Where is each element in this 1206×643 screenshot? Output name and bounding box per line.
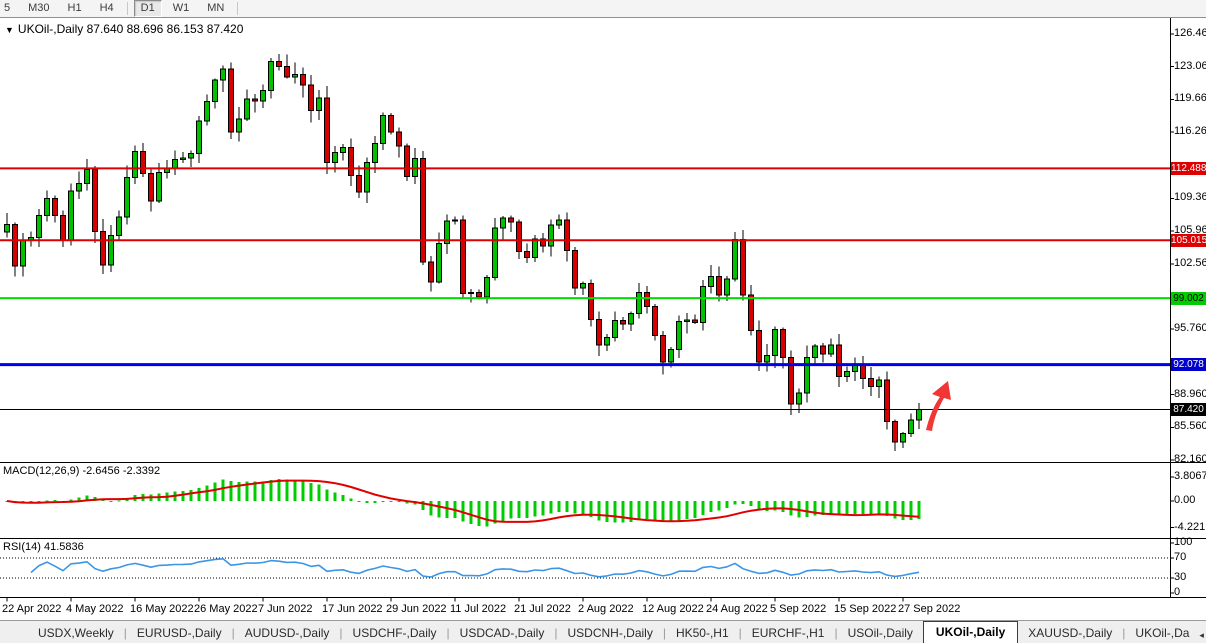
rsi-axis-tick: 70	[1174, 551, 1187, 563]
timeframe-toolbar: 5 M30 H1 H4 D1 W1 MN	[0, 0, 1206, 18]
tab-separator: |	[339, 626, 343, 640]
tab-usdx-weekly[interactable]: USDX,Weekly	[38, 626, 114, 640]
rsi-axis-tick: 0	[1174, 586, 1181, 598]
trend-arrow-annotation	[926, 381, 951, 431]
date-axis-tick: 29 Jun 2022	[386, 603, 447, 615]
date-axis-tick: 2 Aug 2022	[578, 603, 634, 615]
tab-separator: |	[554, 626, 558, 640]
price-axis-tick: 88.960	[1174, 387, 1206, 400]
date-axis-tick: 26 May 2022	[194, 603, 258, 615]
price-level-label: 112.488	[1171, 161, 1206, 175]
level-lines-group	[0, 167, 1170, 410]
tab-separator: |	[231, 626, 235, 640]
date-axis-tick: 21 Jul 2022	[514, 603, 571, 615]
date-axis-tick: 27 Sep 2022	[898, 603, 961, 615]
timeframe-button-h4[interactable]: H4	[99, 2, 114, 14]
tab-eurchf-h1[interactable]: EURCHF-,H1	[751, 626, 825, 640]
toolbar-separator	[126, 2, 128, 15]
rsi-indicator-label: RSI(14) 41.5836	[3, 541, 84, 553]
tab-scroll-left-icon[interactable]: ◂	[1199, 630, 1204, 640]
price-axis-tick: 95.760	[1174, 322, 1206, 335]
date-axis-tick: 16 May 2022	[130, 603, 194, 615]
symbol-tabbar: USDX,Weekly | EURUSD-,Daily | AUDUSD-,Daily |…	[0, 620, 1206, 643]
tab-separator: |	[446, 626, 450, 640]
candles-group	[4, 53, 922, 452]
tab-xauusd-daily[interactable]: XAUUSD-,Daily	[1028, 626, 1113, 640]
price-axis-tick: 119.660	[1174, 92, 1206, 105]
macd-axis-tick: 3.8067	[1174, 470, 1206, 483]
tab-hk50-h1[interactable]: HK50-,H1	[675, 626, 729, 640]
price-level-label: 87.420	[1171, 402, 1206, 416]
tab-separator: |	[738, 626, 742, 640]
tab-separator: |	[834, 626, 838, 640]
timeframe-button-h1[interactable]: H1	[67, 2, 82, 14]
tab-scroll-arrows: ◂▸	[1199, 630, 1206, 643]
tab-ukoil-daily[interactable]: UKOil-,Daily	[922, 621, 1019, 643]
date-axis-tick: 22 Apr 2022	[2, 603, 62, 615]
tab-separator: |	[1122, 626, 1126, 640]
price-level-label: 99.002	[1171, 291, 1206, 305]
tab-usdcnh-daily[interactable]: USDCNH-,Daily	[567, 626, 653, 640]
date-axis-tick: 12 Aug 2022	[642, 603, 704, 615]
chart-window: ▼ UKOil-,Daily 87.640 88.696 86.153 87.42…	[0, 18, 1206, 620]
timeframe-button-m30[interactable]: M30	[28, 2, 50, 14]
timeframe-button-5[interactable]: 5	[4, 2, 11, 14]
date-axis-tick: 11 Jul 2022	[450, 603, 507, 615]
price-axis-tick: 85.560	[1174, 420, 1206, 433]
price-axis-tick: 126.460	[1174, 27, 1206, 39]
tab-usoil-daily[interactable]: USOil-,Daily	[847, 626, 913, 640]
tab-ukoil-da[interactable]: UKOil-,Da	[1135, 626, 1190, 640]
timeframe-button-d1[interactable]: D1	[133, 0, 162, 17]
macd-histogram-group	[5, 479, 921, 527]
rsi-line	[30, 557, 920, 578]
timeframe-button-mn[interactable]: MN	[207, 2, 225, 14]
macd-axis-tick: 0.00	[1174, 494, 1196, 506]
price-axis-tick: 123.060	[1174, 59, 1206, 72]
timeframe-button-w1[interactable]: W1	[172, 2, 190, 14]
price-axis-tick: 102.560	[1174, 256, 1206, 269]
date-axis-tick: 4 May 2022	[66, 603, 124, 615]
date-axis-tick: 17 Jun 2022	[322, 603, 383, 615]
tab-eurusd-daily[interactable]: EURUSD-,Daily	[136, 626, 222, 640]
rsi-axis-tick: 100	[1174, 536, 1193, 548]
tab-separator: |	[662, 626, 666, 640]
rsi-axis-tick: 30	[1174, 571, 1187, 583]
tab-audusd-daily[interactable]: AUDUSD-,Daily	[244, 626, 330, 640]
price-axis-tick: 116.260	[1174, 125, 1206, 138]
chart-frame-group	[0, 18, 1206, 602]
price-axis-tick: 82.160	[1174, 453, 1206, 466]
chart-collapse-icon[interactable]: ▼	[5, 25, 14, 35]
price-level-label: 92.078	[1171, 358, 1206, 372]
price-axis-tick: 109.360	[1174, 191, 1206, 204]
price-level-label: 105.015	[1171, 233, 1206, 247]
macd-axis-tick: -4.221	[1174, 520, 1206, 533]
macd-signal-line	[6, 479, 920, 523]
date-axis-tick: 24 Aug 2022	[706, 603, 768, 615]
chart-title: ▼ UKOil-,Daily 87.640 88.696 86.153 87.42…	[5, 22, 243, 36]
macd-indicator-label: MACD(12,26,9) -2.6456 -2.3392	[3, 465, 161, 477]
tab-usdcad-daily[interactable]: USDCAD-,Daily	[459, 626, 545, 640]
date-axis-tick: 7 Jun 2022	[258, 603, 313, 615]
toolbar-separator	[237, 2, 239, 15]
tab-separator: |	[123, 626, 127, 640]
tab-usdchf-daily[interactable]: USDCHF-,Daily	[352, 626, 437, 640]
price-chart[interactable]	[0, 18, 1206, 620]
date-axis-tick: 15 Sep 2022	[834, 603, 897, 615]
date-axis-tick: 5 Sep 2022	[770, 603, 827, 615]
price-axis-tick: 105.960	[1174, 224, 1206, 237]
chart-title-text: UKOil-,Daily 87.640 88.696 86.153 87.420	[17, 22, 244, 36]
